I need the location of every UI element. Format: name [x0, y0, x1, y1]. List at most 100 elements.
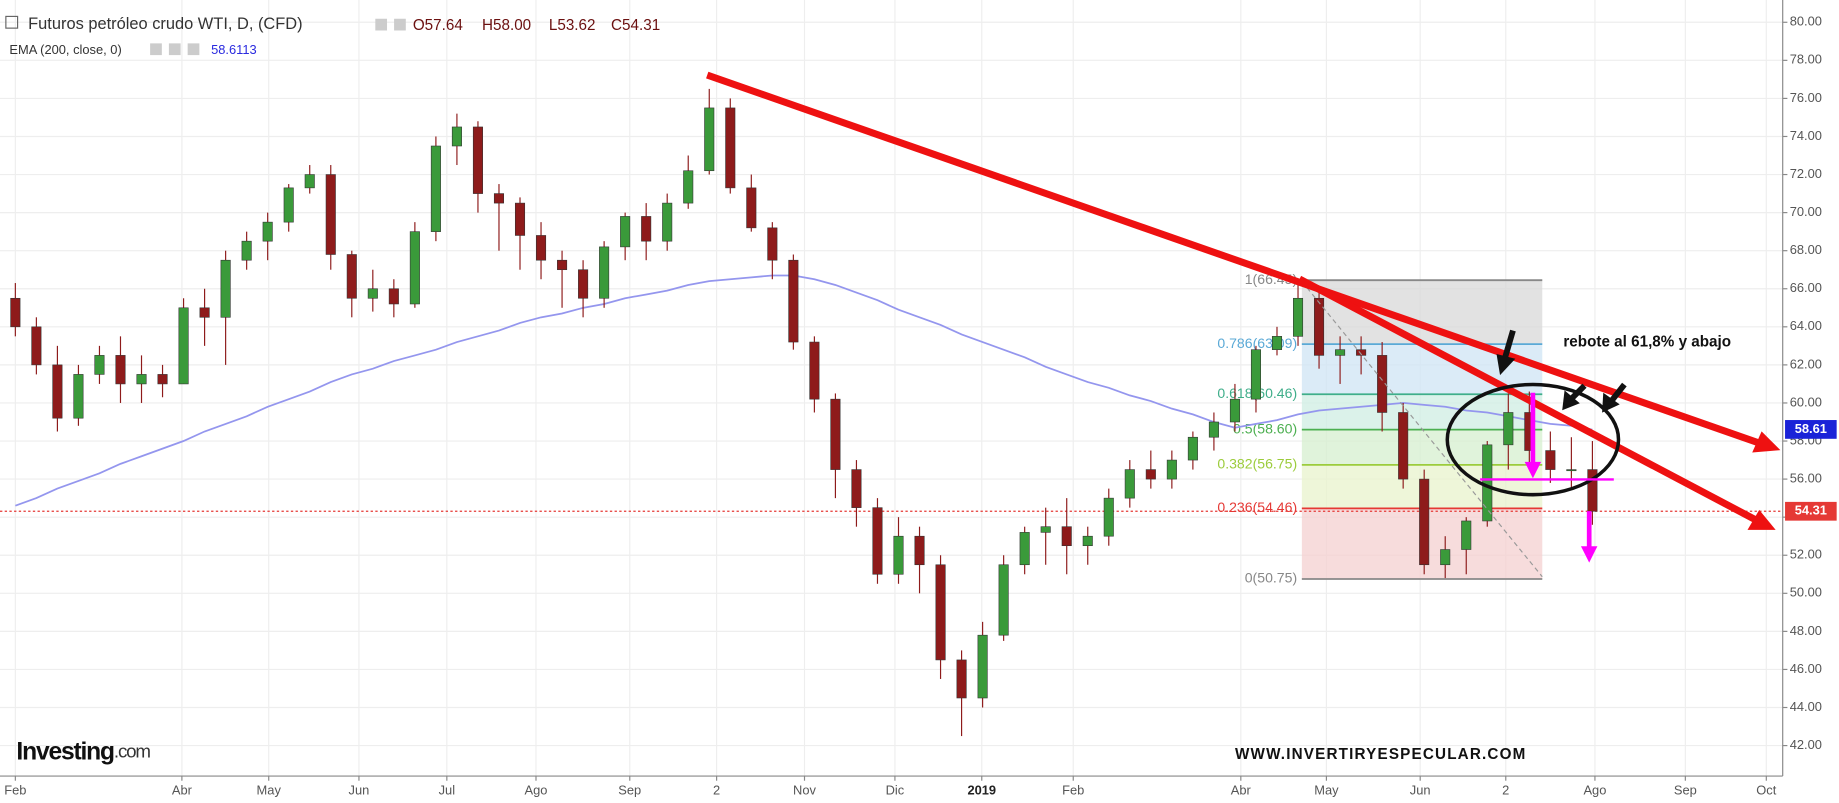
ohlc-close: C54.31	[611, 17, 660, 34]
candle-body	[1566, 469, 1577, 472]
candle-body	[178, 307, 189, 385]
candle-body	[1419, 478, 1430, 566]
candle-body	[10, 297, 21, 328]
y-tick-label: 62.00	[1790, 356, 1822, 371]
black-arrow-head	[1602, 392, 1620, 413]
y-tick-label: 64.00	[1790, 318, 1822, 333]
candle-body	[94, 355, 105, 375]
y-tick-label: 50.00	[1790, 585, 1822, 600]
candle-body	[1398, 412, 1409, 480]
y-tick-label: 76.00	[1790, 90, 1822, 105]
price-badge	[1785, 501, 1837, 521]
x-tick-label: Feb	[1062, 783, 1084, 798]
x-tick-label: Abr	[172, 783, 193, 798]
candle-body	[388, 288, 399, 305]
candle-body	[430, 145, 441, 232]
black-arrow	[1501, 329, 1516, 360]
price-badge	[1785, 420, 1837, 439]
candle-body	[872, 507, 883, 575]
candle-body	[1145, 469, 1156, 480]
candle-body	[599, 246, 610, 299]
candle-body	[830, 398, 841, 470]
indicator-close[interactable]	[187, 43, 200, 56]
candle-body	[157, 374, 168, 385]
fib-label: 0.382(56.75)	[1217, 456, 1297, 472]
x-tick-label: Feb	[4, 783, 26, 798]
candle-body	[409, 231, 420, 305]
candle-body	[1314, 297, 1325, 356]
candle-body	[325, 174, 336, 255]
logo-brand: Investing	[16, 738, 114, 765]
collapse-icon[interactable]	[5, 15, 19, 29]
candle-body	[557, 259, 568, 271]
x-tick-label: Ago	[525, 783, 548, 798]
candle-body	[725, 107, 736, 189]
candle-body	[1377, 355, 1388, 413]
x-tick-label: May	[257, 783, 282, 798]
candle-body	[493, 193, 505, 204]
black-arrow-head	[1562, 390, 1580, 411]
black-arrow-head	[1496, 354, 1516, 376]
candle-body	[1545, 450, 1556, 470]
candle-body	[809, 341, 820, 400]
indicator-settings[interactable]	[168, 43, 181, 56]
candle-body	[914, 535, 925, 566]
candle-body	[241, 240, 252, 261]
fib-band	[1301, 280, 1543, 345]
x-tick-label: Ago	[1583, 783, 1606, 798]
candle-body	[998, 564, 1009, 636]
candle-body	[1356, 349, 1367, 356]
ema-line	[15, 274, 1593, 507]
candle-body	[220, 259, 231, 318]
candle-body	[1019, 532, 1030, 566]
grid	[0, 0, 1783, 777]
fib-band	[1301, 394, 1543, 430]
logo: Investing.com	[16, 738, 150, 765]
candle-body	[641, 216, 652, 242]
settings-icon[interactable]	[394, 18, 406, 31]
candle-body	[262, 221, 273, 242]
x-tick-label: Jul	[439, 783, 455, 798]
candle-body	[977, 634, 988, 699]
eye-icon[interactable]	[375, 18, 388, 31]
ohlc-open: O57.64	[413, 17, 464, 34]
y-tick-label: 48.00	[1790, 623, 1822, 638]
candle-body	[767, 227, 778, 261]
circle-mark	[1445, 382, 1621, 497]
candle-body	[578, 269, 589, 299]
y-tick-label: 72.00	[1790, 166, 1822, 181]
black-arrow	[1609, 382, 1627, 403]
candle-body	[1440, 549, 1451, 566]
candle-body	[514, 202, 526, 236]
indicator-eye[interactable]	[150, 43, 162, 56]
x-tick-label: 2019	[967, 783, 996, 798]
candle-body	[1103, 497, 1114, 537]
chart-title: Futuros petróleo crudo WTI, D, (CFD)	[28, 15, 302, 33]
candle-body	[788, 259, 799, 343]
candle-body	[1335, 349, 1346, 356]
y-tick-label: 66.00	[1790, 280, 1822, 295]
logo-suffix: .com	[114, 741, 151, 762]
series	[0, 88, 1783, 737]
candle-body	[1229, 398, 1240, 423]
trend-arrow	[1752, 431, 1781, 453]
x-tick-label: Jun	[1410, 783, 1431, 798]
candle-body	[704, 107, 715, 172]
candle-body	[620, 216, 631, 248]
candle-body	[451, 126, 462, 147]
candle-body	[1482, 444, 1493, 522]
trend-arrow	[1747, 509, 1776, 530]
y-tick-label: 60.00	[1790, 394, 1822, 409]
y-tick-label: 52.00	[1790, 547, 1822, 562]
x-tick-label: Jun	[349, 783, 370, 798]
indicator-value: 58.6113	[211, 42, 257, 57]
x-tick-label: 2	[713, 783, 720, 798]
candle-body	[1061, 526, 1072, 547]
candle-body	[662, 202, 673, 242]
candle-body	[851, 469, 862, 508]
candle-body	[1587, 469, 1598, 512]
candle-body	[346, 254, 357, 299]
drawings: rebote al 61,8% y abajo	[706, 71, 1781, 578]
